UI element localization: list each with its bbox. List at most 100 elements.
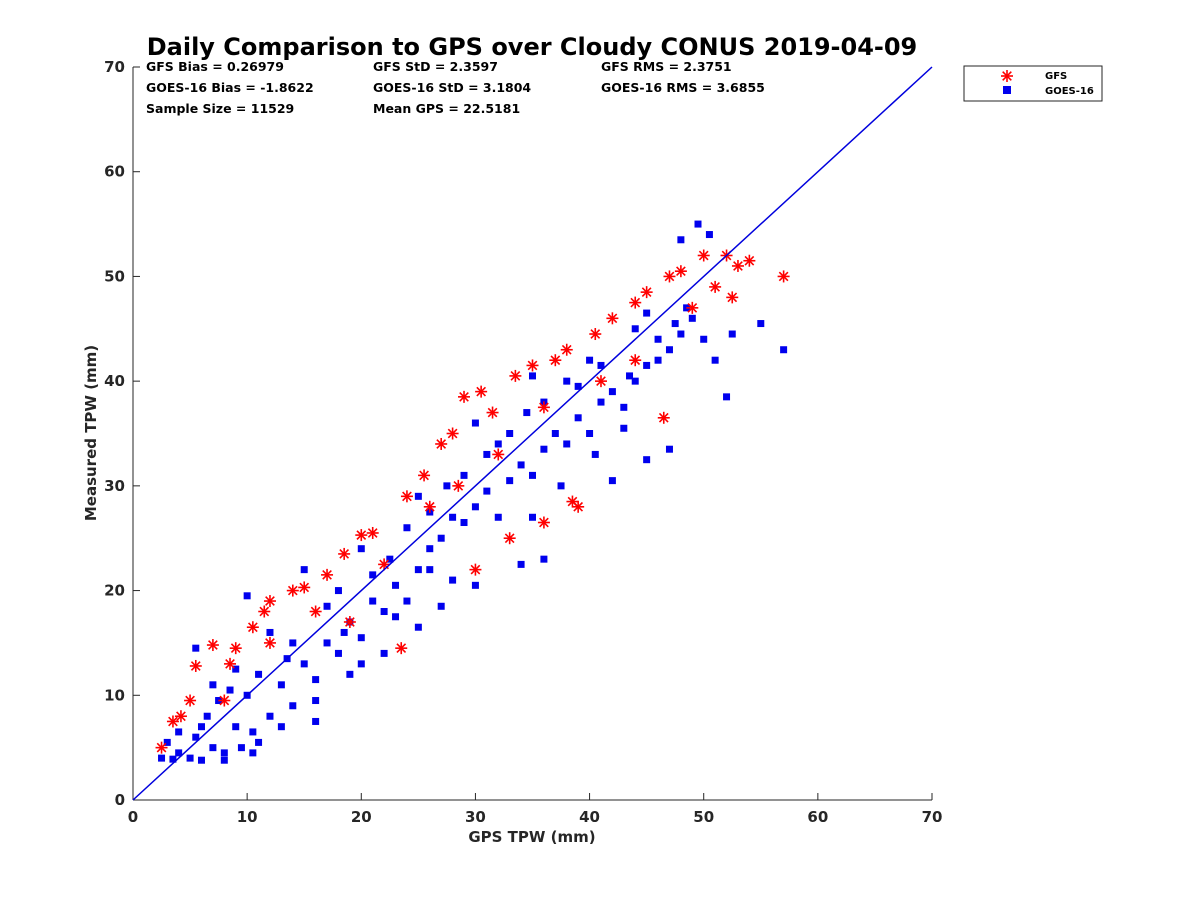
goes-16-point — [266, 712, 274, 720]
goes-16-point — [340, 628, 348, 636]
goes-16-point — [209, 744, 217, 752]
gfs-point — [400, 490, 413, 503]
goes-16-point — [620, 403, 628, 411]
goes-16-point — [255, 670, 263, 678]
gfs-point — [594, 375, 607, 388]
goes-16-point — [203, 712, 211, 720]
goes-16-point — [414, 623, 422, 631]
goes-16-point — [392, 581, 400, 589]
y-tick-label: 0 — [115, 791, 125, 809]
goes-16-point — [665, 445, 673, 453]
goes-16-point — [574, 414, 582, 422]
y-tick-label: 50 — [104, 267, 125, 285]
goes-16-point — [369, 571, 377, 579]
gfs-point — [286, 584, 299, 597]
goes-16-point — [700, 335, 708, 343]
gfs-point — [726, 291, 739, 304]
goes-16-point — [312, 697, 320, 705]
goes-16-point — [620, 424, 628, 432]
gfs-point — [686, 301, 699, 314]
stat-gfs-std: GFS StD = 2.3597 — [373, 59, 498, 74]
goes-16-point — [357, 545, 365, 553]
legend-box — [963, 65, 1103, 102]
goes-16-point — [197, 756, 205, 764]
stat-mean-gps: Mean GPS = 22.5181 — [373, 101, 520, 116]
goes-16-point — [460, 471, 468, 479]
goes-16-point — [643, 361, 651, 369]
gfs-point — [246, 621, 259, 634]
goes-16-point — [471, 503, 479, 511]
goes-16-point — [392, 613, 400, 621]
goes-16-point — [597, 398, 605, 406]
y-axis-label: Measured TPW (mm) — [82, 345, 100, 521]
goes-16-point — [677, 236, 685, 244]
axes — [132, 67, 932, 801]
goes-16-point — [426, 545, 434, 553]
stat-goes-std: GOES-16 StD = 3.1804 — [373, 80, 531, 95]
goes-16-point — [471, 419, 479, 427]
gfs-point — [366, 526, 379, 539]
gfs-point — [343, 615, 356, 628]
gfs-point — [229, 642, 242, 655]
goes-16-point — [249, 749, 257, 757]
goes-16-point — [705, 231, 713, 239]
goes-16-point — [437, 602, 445, 610]
goes-16-point — [506, 477, 514, 485]
goes-16-point — [529, 513, 536, 521]
goes-16-point — [277, 681, 285, 689]
goes-16-point — [386, 555, 394, 563]
goes-16-point — [494, 440, 502, 448]
goes-16-point — [449, 576, 457, 584]
goes-16-point — [494, 513, 502, 521]
goes-16-point — [334, 649, 342, 657]
x-tick-label: 0 — [128, 808, 138, 826]
gfs-point — [395, 642, 408, 655]
goes-16-point — [483, 487, 491, 495]
gfs-point — [503, 532, 516, 545]
goes-16-point — [237, 744, 245, 752]
stat-gfs-bias: GFS Bias = 0.26979 — [146, 59, 284, 74]
goes-16-point — [631, 377, 639, 385]
goes-16-point — [437, 534, 445, 542]
gfs-point — [309, 605, 322, 618]
gfs-point — [674, 265, 687, 278]
goes-16-point — [540, 445, 548, 453]
goes-16-point — [517, 461, 525, 469]
goes-16-point — [665, 346, 673, 354]
y-tick-label: 70 — [104, 58, 125, 76]
chart-title: Daily Comparison to GPS over Cloudy CONU… — [147, 33, 918, 61]
gfs-point — [709, 280, 722, 293]
gfs-point — [731, 259, 744, 272]
y-tick-label: 40 — [104, 372, 125, 390]
goes-16-point — [334, 587, 342, 595]
goes-16-point — [563, 377, 571, 385]
goes-16-point — [403, 597, 411, 605]
goes-16-point — [226, 686, 234, 694]
x-tick-label: 20 — [351, 808, 372, 826]
goes-16-point — [158, 754, 166, 762]
goes-16-point — [186, 754, 194, 762]
goes-16-point — [300, 566, 308, 574]
goes-16-point — [517, 560, 525, 568]
goes-16-point — [551, 430, 559, 437]
goes-16-point — [654, 335, 662, 343]
gfs-point — [560, 343, 573, 356]
legend-gfs-label: GFS — [1045, 71, 1067, 82]
goes-16-point — [688, 314, 696, 322]
goes-16-point — [414, 492, 422, 500]
goes-16-point — [677, 330, 685, 338]
goes-16-point — [529, 372, 536, 380]
goes-16-point — [780, 346, 788, 354]
goes-16-point — [626, 372, 634, 380]
gfs-point — [629, 296, 642, 309]
goes-16-point — [232, 723, 240, 731]
gfs-point — [435, 437, 448, 450]
goes-16-point — [506, 430, 514, 437]
gfs-point — [475, 385, 488, 398]
gfs-point — [777, 270, 790, 283]
goes-16-point — [232, 665, 240, 673]
goes-16-point — [591, 450, 599, 458]
goes-16-point — [380, 608, 388, 616]
gfs-point — [492, 448, 505, 461]
gfs-point — [629, 354, 642, 367]
